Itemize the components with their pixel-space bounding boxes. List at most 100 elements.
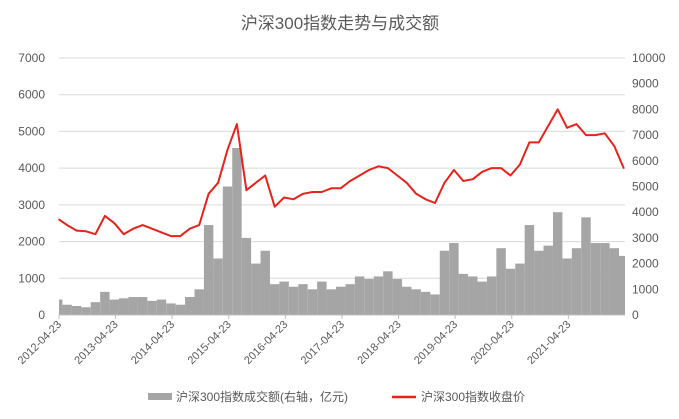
close-point: [226, 148, 229, 151]
volume-bar: [411, 289, 421, 315]
close-point: [368, 169, 370, 171]
close-point: [264, 174, 267, 177]
close-point: [405, 182, 408, 184]
volume-bar: [383, 271, 393, 315]
close-point: [245, 189, 248, 191]
volume-bar: [562, 258, 572, 315]
volume-bar: [486, 276, 497, 315]
close-point: [217, 182, 219, 184]
close-point: [519, 163, 521, 166]
close-point: [415, 193, 417, 195]
volume-bar: [147, 300, 157, 315]
x-tick-label: 2012-04-23: [16, 319, 64, 367]
close-point: [236, 123, 238, 125]
close-point: [292, 198, 295, 201]
volume-bar: [119, 298, 129, 315]
close-point: [339, 187, 342, 190]
volume-bar: [618, 255, 625, 315]
close-point: [179, 235, 182, 237]
x-tick-label: 2017-04-23: [299, 319, 347, 367]
close-point: [377, 165, 380, 168]
volume-bar: [326, 289, 336, 315]
volume-bar: [468, 276, 478, 315]
volume-bar: [213, 258, 223, 315]
close-point: [462, 180, 465, 182]
close-point: [122, 233, 125, 236]
close-price-line: [58, 108, 625, 238]
volume-bar: [420, 291, 431, 315]
volume-bar: [307, 289, 318, 315]
close-point: [500, 167, 502, 169]
volume-bar: [430, 294, 440, 315]
close-point: [481, 171, 484, 173]
volume-bar: [194, 289, 204, 315]
close-point: [273, 205, 276, 208]
x-tick-label: 2020-04-23: [469, 319, 517, 367]
volume-bar: [137, 297, 148, 315]
x-tick-label: 2021-04-23: [525, 319, 573, 367]
close-point: [330, 187, 333, 190]
close-point: [604, 132, 606, 135]
volume-bar: [571, 248, 582, 315]
volume-bar: [279, 281, 289, 315]
volume-bar: [269, 284, 280, 315]
close-point: [443, 182, 446, 184]
volume-bar: [100, 291, 110, 315]
volume-bar: [203, 225, 214, 315]
volume-bar: [288, 286, 299, 315]
close-line: [58, 108, 625, 238]
close-point: [509, 174, 512, 177]
volume-bar: [609, 248, 619, 315]
volume-bar: [345, 284, 355, 315]
close-point: [594, 134, 597, 136]
close-point: [58, 218, 60, 221]
right-tick-label: 7000: [632, 128, 659, 142]
close-point: [311, 191, 314, 193]
volume-bar: [71, 306, 82, 315]
volume-bar: [298, 284, 308, 315]
volume-bar: [62, 304, 72, 315]
close-point: [141, 224, 144, 226]
left-tick-label: 0: [38, 308, 45, 322]
volume-bar: [109, 299, 120, 315]
close-point: [132, 227, 134, 230]
volume-bar: [600, 243, 610, 315]
close-point: [622, 167, 625, 169]
volume-bar: [439, 250, 450, 315]
close-point: [396, 174, 399, 177]
close-point: [302, 193, 304, 195]
volume-bar: [222, 186, 233, 315]
volume-bar: [515, 263, 525, 315]
volume-bar: [166, 303, 176, 315]
close-point: [575, 123, 578, 125]
volume-bar: [90, 302, 101, 315]
volume-bar: [335, 286, 346, 315]
volume-bar: [128, 297, 138, 315]
volume-bar: [241, 237, 252, 315]
volume-bar: [185, 297, 195, 315]
close-point: [556, 108, 559, 111]
right-tick-label: 8000: [632, 102, 659, 116]
close-point: [547, 125, 550, 127]
close-point: [453, 169, 455, 171]
close-point: [198, 224, 201, 226]
volume-bar: [496, 248, 506, 315]
left-tick-label: 2000: [18, 235, 45, 249]
close-point: [283, 196, 285, 199]
left-tick-label: 6000: [18, 88, 45, 102]
close-point: [471, 178, 474, 180]
close-point: [66, 224, 68, 226]
x-tick-label: 2013-04-23: [72, 319, 120, 367]
volume-bar: [505, 268, 516, 315]
close-point: [188, 227, 191, 230]
left-tick-label: 7000: [18, 51, 45, 65]
volume-bar: [364, 279, 374, 315]
volume-bar: [260, 250, 270, 315]
volume-bar: [534, 250, 544, 315]
volume-bar: [59, 299, 63, 315]
volume-bars: [59, 147, 625, 315]
close-point: [170, 235, 172, 237]
close-point: [434, 202, 436, 204]
volume-bar: [590, 243, 601, 315]
